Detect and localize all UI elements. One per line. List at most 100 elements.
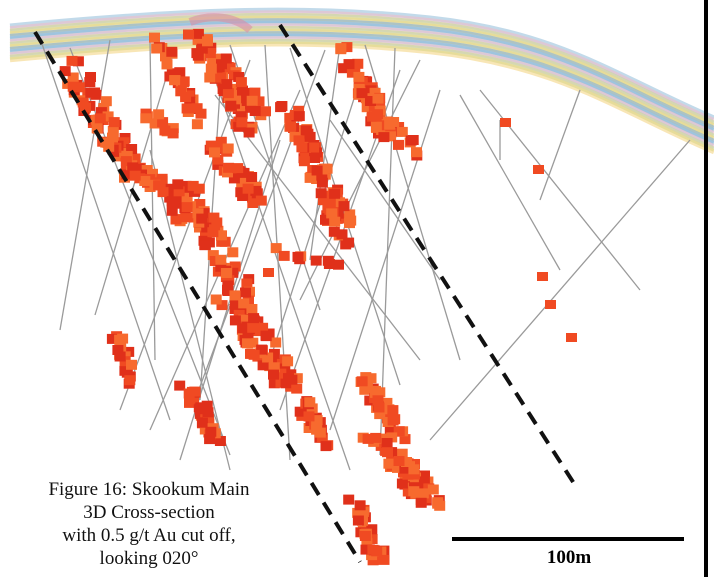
- grade-block: [201, 222, 213, 233]
- grade-block: [256, 344, 268, 355]
- drill-trace-line: [459, 94, 561, 271]
- grade-block: [191, 119, 203, 130]
- grade-block: [126, 144, 138, 154]
- grade-block: [384, 119, 396, 130]
- grade-block: [215, 230, 227, 241]
- grade-block: [212, 154, 224, 165]
- grade-block: [77, 97, 89, 108]
- grade-block: [210, 294, 222, 305]
- drill-trace-line: [149, 149, 231, 471]
- grade-block: [370, 387, 381, 398]
- grade-block: [396, 448, 408, 459]
- grade-block: [215, 72, 227, 83]
- grade-block: [361, 538, 373, 549]
- caption-line-2: 3D Cross-section: [83, 502, 215, 523]
- grade-block: [133, 163, 145, 174]
- grade-block: [303, 411, 315, 422]
- grade-block: [370, 121, 382, 132]
- grade-block: [95, 107, 107, 118]
- grade-block: [316, 177, 328, 188]
- grade-block: [172, 179, 184, 190]
- cutoff-dashed-line: [278, 23, 577, 487]
- grade-block: [103, 141, 115, 152]
- grade-block: [167, 128, 179, 139]
- grade-block: [311, 419, 323, 430]
- grade-block: [196, 213, 208, 224]
- grade-block: [127, 162, 139, 173]
- grade-block: [215, 254, 227, 265]
- grade-block: [220, 53, 232, 64]
- grade-block: [354, 500, 366, 511]
- grade-block: [247, 198, 259, 208]
- grade-block: [220, 268, 232, 278]
- grade-block: [227, 247, 239, 258]
- grade-block: [222, 280, 234, 291]
- grade-block: [205, 426, 217, 437]
- drill-trace-line: [39, 37, 171, 421]
- grade-block: [223, 162, 235, 173]
- grade-block: [268, 378, 280, 389]
- grade-block: [335, 43, 347, 54]
- grade-block: [410, 488, 422, 499]
- grade-block: [242, 338, 253, 349]
- grade-block: [236, 177, 248, 188]
- grade-block: [235, 187, 247, 198]
- grade-block: [315, 188, 327, 199]
- grade-block: [238, 167, 250, 178]
- grade-block: [223, 275, 235, 286]
- grade-block: [170, 214, 182, 225]
- grade-block: [233, 304, 245, 315]
- grade-block: [166, 68, 178, 79]
- grade-block: [362, 433, 374, 444]
- grade-block: [227, 267, 239, 278]
- grade-block: [205, 140, 217, 151]
- grade-block: [160, 51, 171, 62]
- grade-block: [230, 295, 241, 306]
- grade-block: [248, 313, 260, 324]
- grade-block: [372, 109, 383, 120]
- grade-block: [326, 208, 338, 219]
- grade-block: [343, 59, 355, 70]
- grade-block: [200, 230, 211, 241]
- drill-trace-line: [329, 89, 441, 431]
- grade-block: [112, 345, 124, 355]
- grade-block: [207, 55, 219, 66]
- grade-block: [282, 356, 294, 367]
- grade-block: [139, 176, 151, 186]
- grade-block: [296, 142, 308, 153]
- grade-block: [270, 337, 282, 348]
- grade-block: [129, 153, 141, 164]
- grade-block: [228, 83, 240, 94]
- grade-block: [229, 290, 241, 301]
- grade-block: [346, 67, 358, 78]
- grade-block: [310, 255, 322, 266]
- grade-block: [328, 226, 340, 237]
- grade-block: [360, 544, 372, 555]
- grade-block: [372, 395, 384, 406]
- grade-block: [320, 441, 332, 452]
- cutoff-dashed-line: [33, 30, 362, 564]
- caption-line-4: looking 020°: [99, 548, 199, 569]
- grade-block: [260, 330, 272, 341]
- grade-block: [108, 117, 120, 128]
- grade-block: [201, 400, 213, 411]
- grade-block: [294, 406, 306, 417]
- grade-block: [192, 34, 204, 45]
- grade-block: [192, 50, 204, 61]
- grade-block: [199, 240, 211, 251]
- grade-block: [245, 102, 257, 113]
- grade-block: [386, 432, 398, 443]
- grade-block: [149, 118, 161, 129]
- grade-block: [121, 151, 133, 161]
- grade-block: [361, 102, 373, 113]
- grade-block: [343, 237, 355, 248]
- grade-block: [181, 202, 193, 213]
- grade-block: [268, 369, 279, 380]
- grade-block: [411, 147, 422, 158]
- grade-block: [417, 488, 429, 499]
- grade-block: [263, 268, 274, 277]
- grade-block: [149, 32, 160, 43]
- grade-block: [275, 368, 287, 379]
- grade-block: [202, 407, 214, 418]
- grade-block: [372, 93, 384, 104]
